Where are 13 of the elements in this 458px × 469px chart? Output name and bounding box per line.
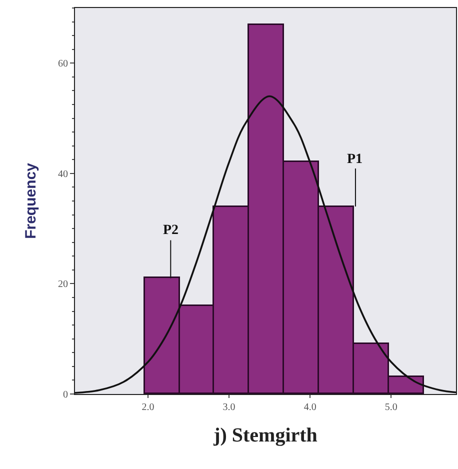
y-tick-label: 20 — [58, 279, 68, 290]
annotation: P1 — [347, 152, 363, 167]
line-series — [75, 95, 456, 394]
x-tick-label: 4.0 — [304, 402, 316, 413]
y-tick-label: 0 — [63, 390, 68, 400]
x-tick-label: 2.0 — [142, 402, 154, 413]
y-tick-label: 40 — [58, 168, 68, 180]
x-axis-title: j) Stemgirth — [212, 424, 318, 446]
y-axis-title: Frequency — [22, 162, 40, 239]
x-tick-label: 5.0 — [384, 402, 398, 413]
annotation: P2 — [163, 223, 179, 238]
y-tick-label: 60 — [58, 58, 68, 70]
x-tick-label: 3.0 — [222, 402, 236, 413]
